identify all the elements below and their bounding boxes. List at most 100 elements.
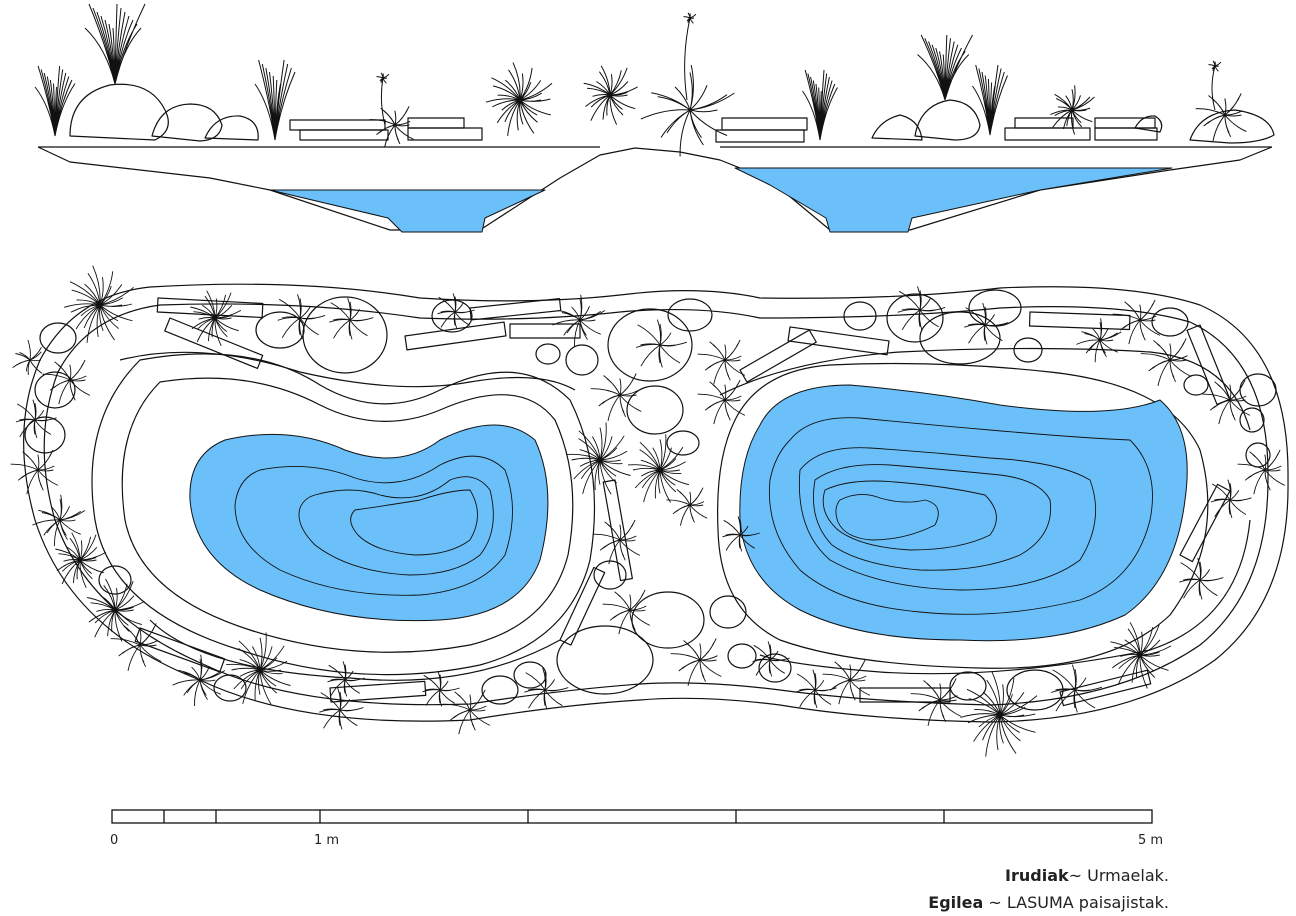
plan-rock [919,311,1001,365]
plan-plank [164,317,264,370]
plan-plank [1179,483,1231,563]
plan-rock [666,430,700,456]
plan-plant [32,494,86,547]
plan-contour-right-4 [822,480,997,551]
plan-plant [110,623,162,671]
plan-rock [667,298,713,332]
plan-plant [190,290,242,346]
section-rock [1189,109,1275,144]
plan-plant [552,294,606,347]
plan-plant [822,659,871,705]
plan-contour-left-3 [350,489,478,556]
plan-plant [226,632,291,705]
plan-planks [134,297,1231,707]
scale-bar-frame [111,809,1153,824]
caption-figures: Irudiak~ Urmaelak. [1005,866,1169,885]
plan-path-edge [119,347,1251,681]
plan-plant [1179,557,1224,600]
plan-pond-left-shelf [121,377,574,653]
section-flower-head [683,12,697,24]
caption-author-label: Egilea [928,893,984,912]
section-plank [407,117,465,129]
plan-rock [34,371,76,409]
plan-plank [469,297,562,321]
section-view [34,3,1275,233]
section-shrub [640,64,735,157]
plan-rock [431,299,473,333]
plan-plant [635,319,688,368]
plan-plank [134,627,226,673]
plan-rock [843,301,877,331]
plan-plant [666,487,708,526]
scale-label-1m: 1 m [314,833,340,848]
plan-plant [1110,622,1172,689]
plan-plant [795,669,837,709]
plan-plant [329,297,374,340]
plan-plank [859,687,951,703]
plan-plant [590,373,642,421]
plan-contour-right-1 [768,417,1153,615]
plan-plant [172,654,226,707]
plan-plant [422,671,460,707]
section-rock [1134,115,1163,133]
plan-rock [607,308,693,382]
plan-rock [481,675,519,705]
plan-plant [1140,338,1192,386]
plan-plant [1112,299,1161,345]
plan-plant [960,671,1038,757]
plan-plant [910,678,962,726]
section-plank [1004,127,1091,141]
plan-plants [10,265,1286,757]
section-flower-head [376,72,390,84]
plan-rock [593,560,627,590]
plan-plant [524,667,569,710]
plan-rock [631,591,705,649]
section-grass-tuft [84,3,146,85]
scale-label-5m: 5 m [1138,833,1164,848]
section-plank [1094,127,1158,141]
plan-plank [329,680,427,703]
section-shrub [485,62,553,136]
scale-label-zero: 0 [110,833,119,848]
plan-rock [758,653,792,683]
section-plank [721,117,808,131]
section-shrub [583,65,638,125]
plan-plant [87,578,145,642]
plan-contour-right-5 [835,494,939,541]
plan-plant [1210,479,1252,519]
plan-contour-right-2 [798,447,1097,591]
plan-contour-right-3 [812,464,1052,571]
section-plants [34,3,1247,157]
section-grass-tuft [34,65,76,137]
plan-plank [1028,311,1131,331]
plan-rock [24,416,66,454]
section-rock [871,114,923,141]
plan-plant [15,399,57,439]
plan-plant [63,265,134,343]
plan-rock [565,344,599,376]
plan-plank [787,326,890,356]
plan-plant [722,516,760,552]
plan-rock [1245,442,1271,468]
plan-plank [602,479,633,582]
plan-plank [1059,669,1152,707]
plan-plant [55,532,107,588]
plan-plank [739,329,817,383]
plan-plant [442,689,491,735]
plan-rock [709,595,747,629]
plan-rock [727,643,757,669]
plan-plant [1076,318,1122,363]
plan-plant [964,302,1009,345]
section-plank [299,129,389,141]
plan-rock [626,385,684,435]
section-rock [204,115,259,141]
plan-inner-border [43,303,1269,706]
plan-outer-border [23,283,1289,723]
plan-plant [602,589,651,635]
plan-rock [1013,337,1043,363]
section-flower-stalk [1211,65,1216,111]
plan-rock [1006,669,1064,711]
plan-rock [949,671,987,701]
plan-plank [1186,324,1231,406]
